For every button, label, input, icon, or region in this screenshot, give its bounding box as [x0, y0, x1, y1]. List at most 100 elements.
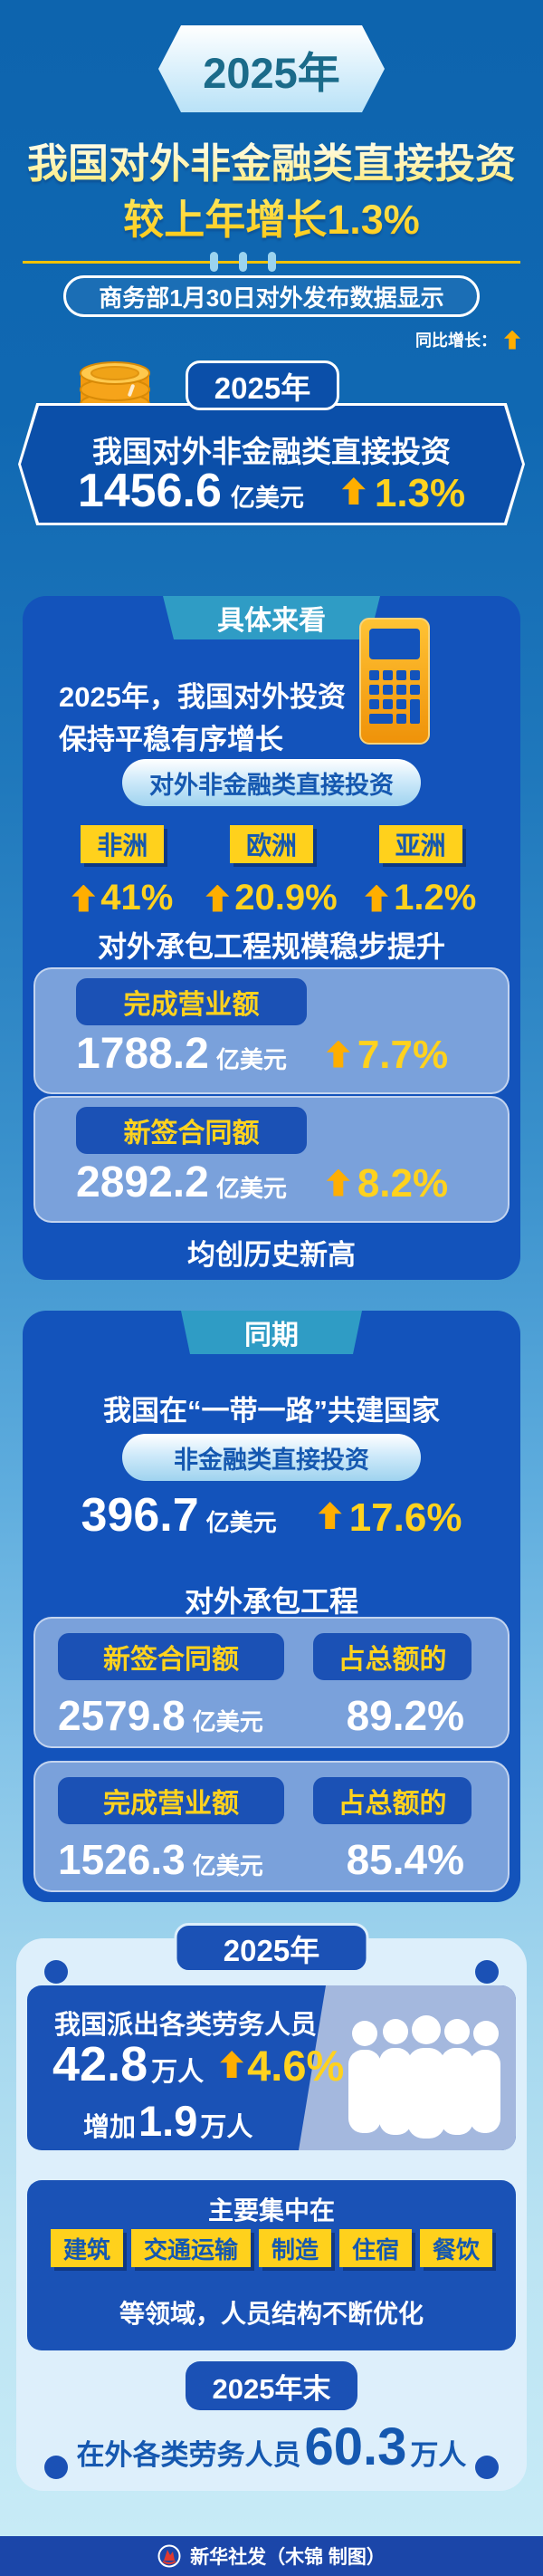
- region-name: 非洲: [97, 831, 148, 860]
- belt-road-ribbon-text: 同期: [244, 1321, 299, 1350]
- region-name: 亚洲: [395, 831, 446, 860]
- share-label: 占总额的: [313, 1777, 472, 1824]
- industry-name: 制造: [271, 2235, 319, 2264]
- share-value: 85.4%: [346, 1836, 464, 1883]
- labor-dispatch-panel: 我国派出各类劳务人员 42.8 万人 4.6% 增加 1.9 万人: [27, 1985, 516, 2150]
- region-badge: 亚洲: [378, 825, 462, 863]
- focus-heading: 主要集中在: [207, 2196, 335, 2225]
- detail-pill: 对外非金融类直接投资: [122, 759, 421, 806]
- banner-unit: 亿美元: [230, 485, 304, 512]
- pin-dot-icon: [44, 1960, 68, 1984]
- detail-footnote: 均创历史新高: [187, 1239, 356, 1271]
- year-end-value: 60.3: [304, 2417, 407, 2476]
- detail-ribbon: 具体来看: [163, 596, 380, 639]
- detail-panel: 具体来看 2025年，我国对外投资 保持平稳有序增长: [23, 596, 520, 1280]
- region-row: 非洲 41% 欧洲 20.9% 亚洲: [23, 825, 520, 918]
- share-value-row: 89.2%: [347, 1691, 464, 1740]
- stat-growth: 8.2%: [357, 1161, 449, 1206]
- stat-label: 完成营业额: [58, 1777, 284, 1824]
- region-badge: 非洲: [81, 825, 165, 863]
- dispatch-label: 我国派出各类劳务人员: [54, 2011, 318, 2040]
- page-title: 我国对外非金融类直接投资 较上年增长1.3%: [0, 136, 543, 248]
- belt-road-contract-heading: 对外承包工程: [184, 1585, 358, 1618]
- labor-card: 2025年 我国派出各类劳务人员 42.8 万人 4.6%: [16, 1923, 527, 2491]
- dispatch-value-row: 42.8 万人 4.6%: [52, 2036, 344, 2092]
- belt-road-value-row: 396.7 亿美元 17.6%: [23, 1488, 520, 1543]
- industry-name: 餐饮: [433, 2235, 481, 2264]
- region-growth: 20.9%: [234, 878, 338, 918]
- banner-growth: 1.3%: [374, 471, 466, 515]
- divider-tick-icon: [210, 252, 218, 272]
- region-growth: 41%: [100, 878, 174, 918]
- region-growth-row: 41%: [71, 878, 173, 918]
- up-arrow-icon: [326, 1040, 350, 1068]
- detail-pill-text: 对外非金融类直接投资: [149, 771, 394, 799]
- increase-prefix: 增加: [83, 2113, 137, 2142]
- pin-dot-icon: [44, 2456, 68, 2479]
- stat-growth: 7.7%: [357, 1033, 449, 1077]
- pin-dot-icon: [475, 1960, 499, 1984]
- industry-name: 住宿: [352, 2235, 400, 2264]
- year-end-unit: 万人: [410, 2439, 467, 2471]
- detail-intro-line2: 保持平稳有序增长: [59, 724, 283, 755]
- belt-road-unit: 亿美元: [205, 1509, 277, 1536]
- region-growth-row: 1.2%: [365, 878, 476, 918]
- share-label-text: 占总额的: [338, 1645, 447, 1675]
- region-growth: 1.2%: [394, 878, 477, 918]
- contract-heading: 对外承包工程规模稳步提升: [97, 930, 445, 963]
- region-growth-row: 20.9%: [205, 878, 338, 918]
- stat-value-row: 1526.3 亿美元: [58, 1835, 263, 1884]
- industry-badge: 建筑: [50, 2229, 123, 2267]
- footer-credit: 新华社发（木锦 制图）: [190, 2547, 386, 2568]
- labor-year-text: 2025年: [223, 1933, 320, 1967]
- industry-name: 建筑: [62, 2235, 110, 2264]
- increase-value: 1.9: [138, 2097, 198, 2145]
- stat-card-revenue-share: 完成营业额 占总额的 1526.3 亿美元 85.4%: [33, 1761, 510, 1892]
- banner-value: 1456.6: [77, 465, 222, 517]
- stat-label-text: 完成营业额: [103, 1789, 239, 1819]
- belt-road-pill: 非金融类直接投资: [122, 1434, 421, 1481]
- stat-value: 1526.3: [58, 1836, 186, 1883]
- belt-road-value: 396.7: [81, 1489, 199, 1542]
- up-arrow-icon: [71, 884, 96, 912]
- banner-value-row: 1456.6 亿美元 1.3%: [0, 464, 543, 518]
- calculator-icon: [359, 618, 430, 745]
- divider-tick-icon: [268, 252, 276, 272]
- growth-legend: 同比增长：: [415, 328, 520, 351]
- belt-road-pill-text: 非金融类直接投资: [174, 1446, 369, 1474]
- region-europe: 欧洲 20.9%: [197, 825, 347, 918]
- year-ribbon-label: 2025年: [203, 48, 340, 97]
- stat-value-row: 2892.2 亿美元 8.2%: [76, 1158, 448, 1207]
- workers-icon: [348, 2015, 500, 2139]
- year-end-prefix: 在外各类劳务人员: [76, 2439, 301, 2471]
- up-arrow-icon: [341, 477, 366, 505]
- year-end-tag-text: 2025年末: [212, 2372, 331, 2405]
- footer-bar: 新华社发（木锦 制图）: [0, 2536, 543, 2576]
- dispatch-value: 42.8: [52, 2037, 148, 2091]
- detail-ribbon-text: 具体来看: [217, 606, 326, 636]
- industry-name: 交通运输: [143, 2235, 238, 2264]
- stat-label: 完成营业额: [76, 978, 307, 1025]
- share-value: 89.2%: [346, 1692, 464, 1739]
- year-end-tag: 2025年末: [186, 2361, 357, 2410]
- share-label-text: 占总额的: [338, 1789, 447, 1819]
- stat-unit: 亿美元: [192, 1708, 263, 1735]
- stat-value-row: 1788.2 亿美元 7.7%: [76, 1029, 448, 1079]
- dispatch-increase-row: 增加 1.9 万人: [83, 2096, 252, 2146]
- up-arrow-icon: [205, 884, 230, 912]
- industry-badge: 住宿: [339, 2229, 413, 2267]
- stat-label-text: 新签合同额: [123, 1119, 260, 1149]
- stat-unit: 亿美元: [192, 1852, 263, 1879]
- up-arrow-icon: [326, 1168, 350, 1197]
- title-line-1: 我国对外非金融类直接投资: [26, 140, 516, 187]
- up-arrow-icon: [504, 330, 520, 350]
- banner-label: 我国对外非金融类直接投资: [92, 435, 451, 468]
- year-ribbon: 2025年: [158, 25, 385, 112]
- industry-badge: 餐饮: [420, 2229, 493, 2267]
- banner-year-text: 2025年: [214, 370, 311, 405]
- banner-year-tag: 2025年: [186, 360, 339, 410]
- stat-value: 2892.2: [76, 1158, 209, 1206]
- detail-intro: 2025年，我国对外投资 保持平稳有序增长: [59, 676, 346, 761]
- up-arrow-icon: [318, 1502, 342, 1529]
